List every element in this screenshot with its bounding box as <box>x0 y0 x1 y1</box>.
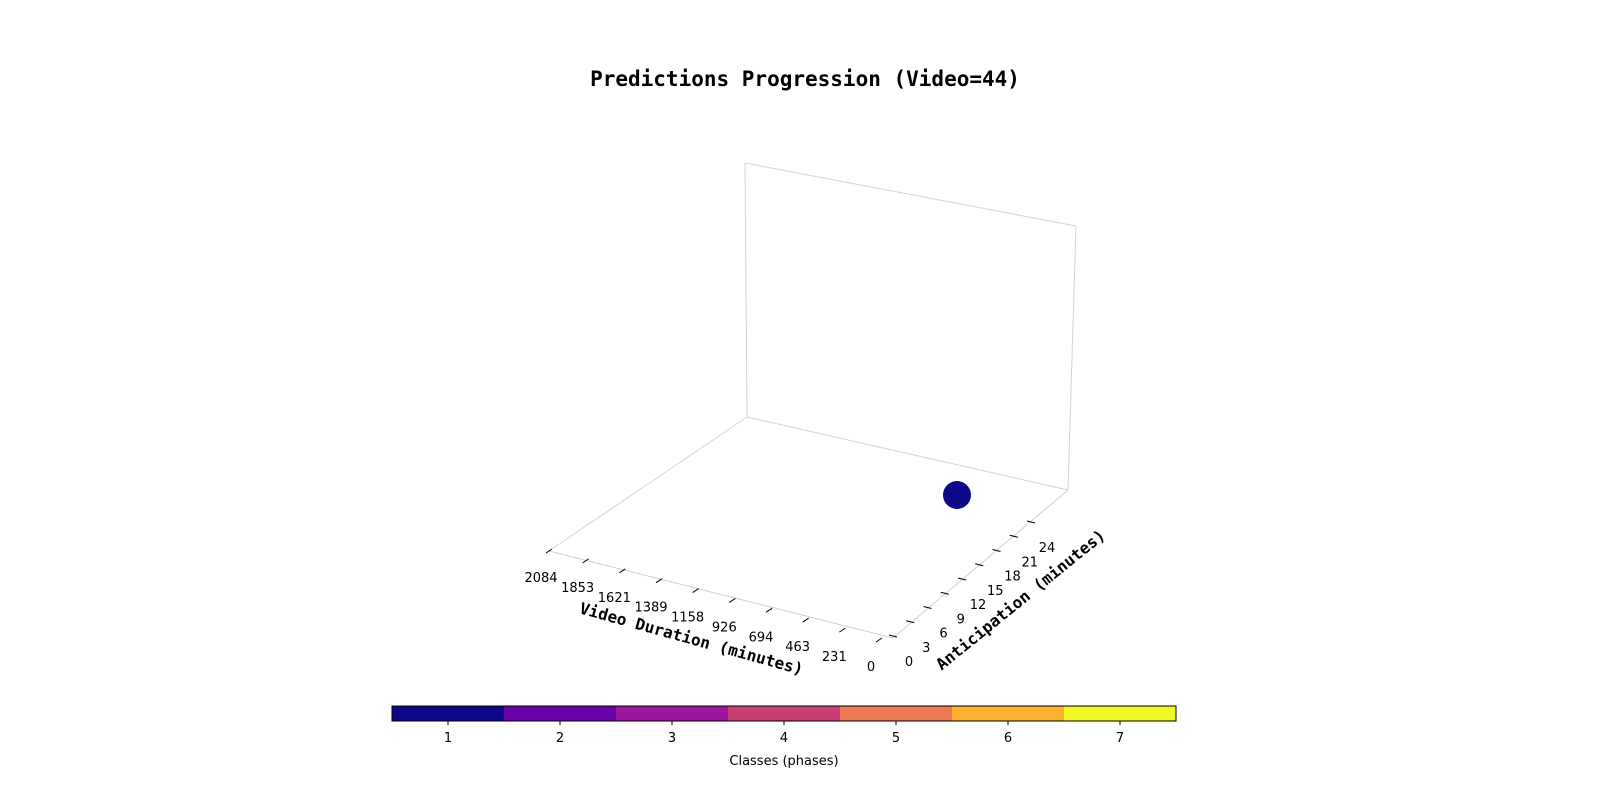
x-tick-label: 1158 <box>671 611 704 626</box>
y-tick-label: 24 <box>1039 541 1056 556</box>
colorbar-tick-label: 4 <box>780 731 788 746</box>
colorbar-segment <box>616 706 729 721</box>
colorbar-tick-label: 2 <box>556 731 564 746</box>
y-tick-label: 18 <box>1004 570 1021 585</box>
colorbar-segment <box>952 706 1065 721</box>
x-tick-label: 463 <box>785 640 810 655</box>
y-tick-label: 15 <box>987 584 1004 599</box>
colorbar-tick-label: 1 <box>444 731 452 746</box>
x-tick-label: 694 <box>749 630 774 645</box>
x-tick-label: 1389 <box>634 601 667 616</box>
y-tick-mark <box>923 606 932 609</box>
x-tick-mark <box>545 548 553 554</box>
x-tick-mark <box>729 598 736 603</box>
x-tick-label: 2084 <box>524 571 557 586</box>
x-tick-label: 1621 <box>598 591 631 606</box>
colorbar-tick-label: 5 <box>892 731 900 746</box>
y-tick-label: 0 <box>905 655 913 670</box>
y-tick-mark <box>888 634 898 638</box>
y-tick-mark <box>975 563 984 567</box>
y-tick-label: 3 <box>922 641 930 656</box>
colorbar-segment <box>840 706 953 721</box>
y-tick-label: 21 <box>1021 555 1038 570</box>
x-tick-mark <box>875 637 883 643</box>
x-tick-mark <box>765 607 773 613</box>
y-tick-mark <box>1009 534 1018 538</box>
colorbar: 1 2 3 4 5 6 7 <box>391 705 1177 746</box>
x-tick-mark <box>655 578 663 584</box>
x-tick-mark <box>802 617 809 623</box>
y-axis-label: Anticipation (minutes) <box>932 526 1109 674</box>
colorbar-label: Classes (phases) <box>729 754 838 769</box>
colorbar-tick-label: 6 <box>1004 731 1012 746</box>
pane-edge <box>1067 225 1077 491</box>
colorbar-segment <box>504 706 617 721</box>
colorbar-tick-label: 3 <box>668 731 676 746</box>
x-tick-label: 0 <box>867 660 875 675</box>
y-tick-mark <box>957 577 967 581</box>
pane-edge <box>746 416 1069 491</box>
y-tick-label: 6 <box>939 627 947 642</box>
x-tick-label: 926 <box>712 620 737 635</box>
data-point <box>943 481 971 509</box>
y-tick-label: 12 <box>970 598 987 613</box>
colorbar-segment <box>392 706 505 721</box>
y-tick-mark <box>1026 520 1036 524</box>
x-tick-label: 231 <box>822 650 847 665</box>
x-axis-line <box>548 550 894 639</box>
x-tick-mark <box>582 558 589 564</box>
colorbar-tick-label: 7 <box>1116 731 1124 746</box>
y-tick-mark <box>906 620 915 624</box>
axes-panes <box>548 162 1077 639</box>
x-tick-label: 1853 <box>561 581 594 596</box>
x-tick-mark <box>619 568 626 574</box>
y-tick-label: 9 <box>957 612 965 627</box>
pane-edge <box>744 162 748 418</box>
pane-edge <box>744 162 1077 227</box>
data-points <box>943 481 971 509</box>
x-tick-mark <box>839 627 846 633</box>
y-tick-mark <box>992 549 1001 552</box>
x-tick-mark <box>692 588 699 593</box>
y-axis-line <box>892 489 1069 639</box>
pane-edge <box>548 416 748 552</box>
chart-title: Predictions Progression (Video=44) <box>590 67 1020 91</box>
colorbar-segment <box>728 706 841 721</box>
colorbar-segment <box>1064 706 1177 721</box>
y-tick-mark <box>940 591 949 595</box>
